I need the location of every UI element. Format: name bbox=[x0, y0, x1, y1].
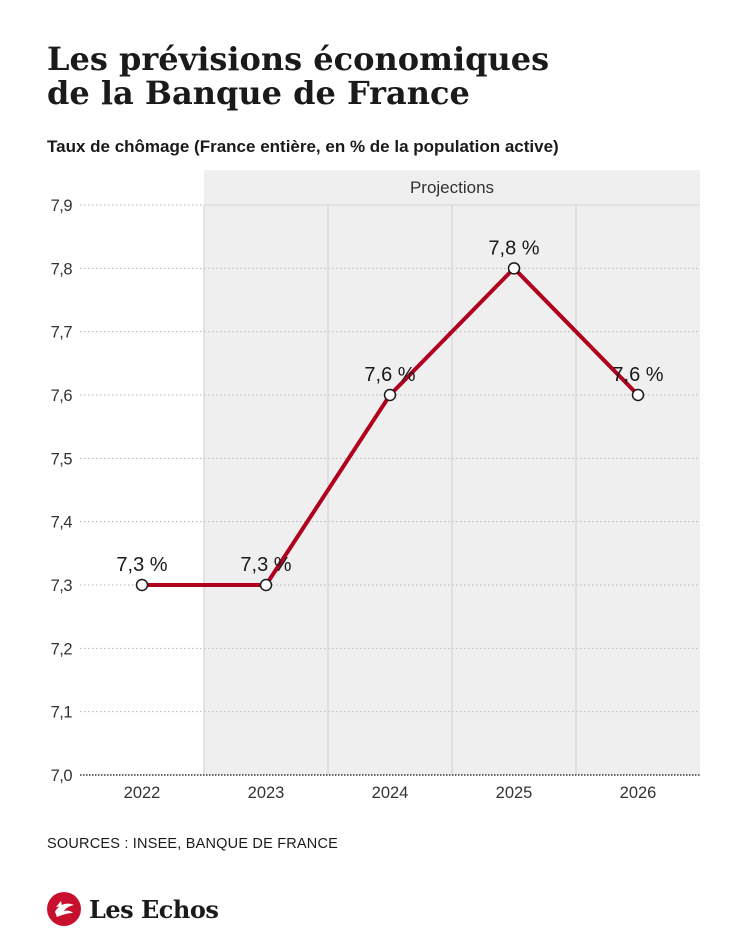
x-tick-label: 2026 bbox=[620, 784, 657, 802]
brand: Les Echos bbox=[47, 891, 219, 927]
y-tick-label: 7,4 bbox=[51, 514, 73, 532]
y-tick-label: 7,1 bbox=[51, 704, 73, 722]
y-tick-label: 7,9 bbox=[51, 197, 73, 215]
data-point bbox=[259, 578, 273, 592]
y-tick-label: 7,2 bbox=[51, 640, 73, 658]
x-tick-label: 2023 bbox=[248, 784, 285, 802]
les-echos-logo-icon bbox=[47, 892, 81, 926]
chart-subtitle: Taux de chômage (France entière, en % de… bbox=[47, 137, 559, 156]
data-label: 7,8 % bbox=[488, 237, 539, 259]
x-tick-label: 2024 bbox=[372, 784, 409, 802]
y-tick-label: 7,6 bbox=[51, 387, 73, 405]
data-point bbox=[507, 262, 521, 275]
data-label: 7,3 % bbox=[116, 554, 167, 576]
brand-name: Les Echos bbox=[89, 894, 219, 924]
x-tick-label: 2022 bbox=[124, 784, 161, 802]
y-tick-label: 7,3 bbox=[51, 577, 73, 595]
projection-label: Projections bbox=[410, 178, 494, 197]
line-chart: Projections 7,0 7,1 7,2 7,3 7,4 7,5 7,6 7,7 7,8 7,… bbox=[51, 170, 700, 802]
sources-note: SOURCES : INSEE, BANQUE DE FRANCE bbox=[47, 836, 339, 852]
chart-title-line-2: de la Banque de France bbox=[47, 74, 470, 112]
y-tick-label: 7,7 bbox=[51, 324, 73, 342]
data-point bbox=[631, 388, 645, 402]
data-label: 7,6 % bbox=[612, 364, 663, 386]
y-tick-label: 7,0 bbox=[51, 767, 73, 785]
y-tick-label: 7,5 bbox=[51, 450, 73, 468]
data-label: 7,6 % bbox=[364, 364, 415, 386]
chart-title-line-1: Les prévisions économiques bbox=[47, 40, 550, 78]
data-point bbox=[383, 388, 397, 402]
data-point bbox=[135, 578, 149, 592]
chart-title: Les prévisions économiques de la Banque … bbox=[47, 42, 707, 110]
data-label: 7,3 % bbox=[240, 554, 291, 576]
x-tick-label: 2025 bbox=[496, 784, 533, 802]
y-tick-label: 7,8 bbox=[51, 260, 73, 278]
